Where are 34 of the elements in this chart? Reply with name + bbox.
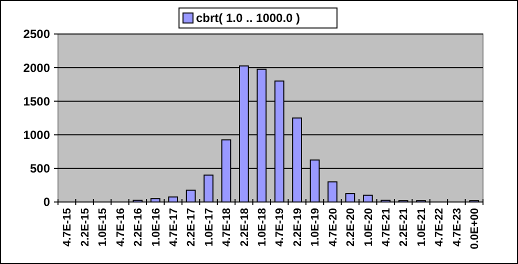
x-tick-label: 1.0E-17: [203, 208, 216, 247]
x-tick-label: 2.2E-21: [398, 208, 410, 247]
y-tick-label: 2500: [23, 27, 50, 42]
bar: [186, 190, 196, 202]
x-tick-label: 1.0E-16: [150, 208, 162, 247]
x-tick-label: 2.2E-15: [79, 208, 92, 247]
x-tick-label: 4.7E-18: [221, 208, 234, 247]
x-tick-label: 4.7E-20: [327, 208, 340, 247]
x-tick-label: 2.2E-18: [238, 208, 251, 247]
x-tick-label: 1.0E-18: [256, 208, 268, 247]
x-tick-label: 1.0E-20: [362, 208, 375, 247]
x-tick-label: 4.7E-21: [380, 208, 392, 247]
x-tick-label: 4.7E-17: [168, 208, 180, 247]
legend-label: cbrt( 1.0 .. 1000.0 ): [196, 11, 300, 26]
y-tick-label: 2000: [23, 60, 50, 75]
x-tick-label: 4.7E-15: [62, 208, 74, 247]
x-tick-label: 2.2E-16: [132, 208, 145, 247]
x-tick-label: 4.7E-22: [434, 208, 446, 247]
x-tick-label: 4.7E-16: [114, 208, 127, 247]
x-tick-label: 1.0E-15: [97, 208, 110, 247]
x-tick-label: 2.2E-20: [345, 208, 358, 247]
x-tick-label: 2.2E-17: [186, 208, 198, 247]
y-tick-label: 1500: [23, 94, 50, 108]
x-tick-label: 0.0E+00: [468, 208, 481, 250]
y-tick-label: 0: [43, 195, 50, 210]
x-tick-label: 1.0E-21: [416, 208, 428, 247]
bar: [328, 181, 338, 202]
x-tick-label: 2.2E-19: [292, 208, 304, 247]
x-tick-label: 4.7E-23: [451, 208, 464, 247]
x-tick-label: 4.7E-19: [274, 208, 286, 247]
y-tick-label: 500: [30, 162, 50, 176]
y-tick-label: 1000: [23, 128, 50, 142]
bar: [204, 174, 214, 202]
x-tick-label: 1.0E-19: [310, 208, 322, 247]
